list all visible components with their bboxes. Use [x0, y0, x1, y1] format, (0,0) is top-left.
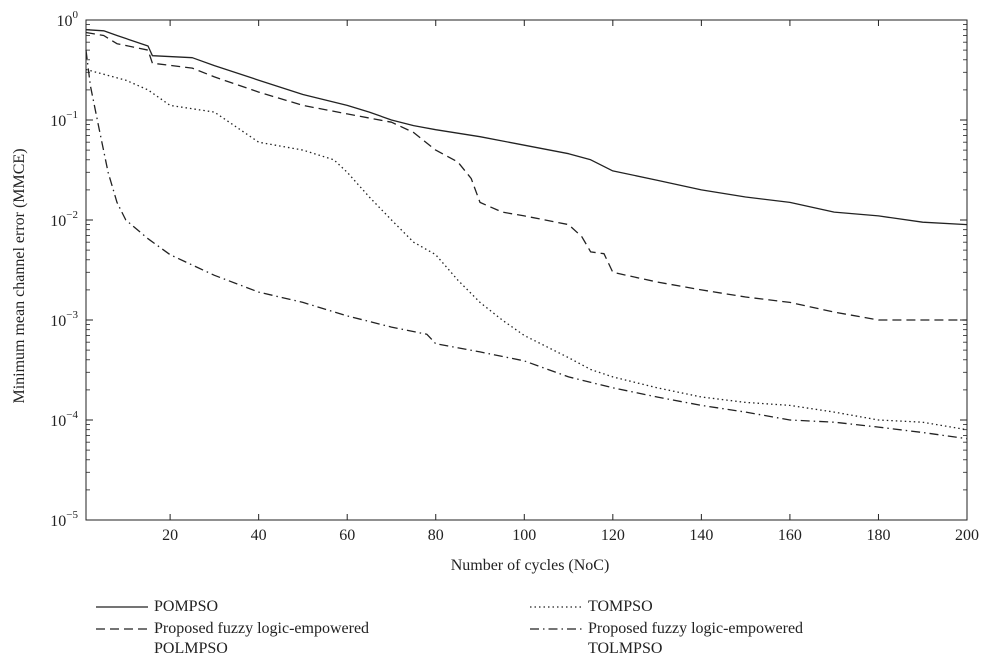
y-tick-label: 10−3 — [50, 309, 78, 330]
legend-label-line: Proposed fuzzy logic-empowered — [154, 620, 370, 637]
x-tick-label: 100 — [512, 527, 536, 544]
y-axis-label: Minimum mean channel error (MMCE) — [11, 148, 28, 403]
x-tick-label: 80 — [428, 527, 444, 544]
ticks-layer: 20 40 60 80 100 120 140 160 180 200 100 10−1 10−2 10−… — [50, 9, 979, 544]
y-tick-label: 10−4 — [50, 409, 78, 430]
legend-label-line: POMPSO — [154, 598, 219, 615]
line-chart: 20 40 60 80 100 120 140 160 180 200 100 10−1 10−2 10−… — [11, 9, 979, 574]
x-tick-label: 200 — [955, 527, 979, 544]
x-tick-label: 40 — [251, 527, 267, 544]
series-line-dotted — [85, 68, 968, 431]
x-axis-label: Number of cycles (NoC) — [451, 557, 610, 574]
legend-swatch-dotted — [530, 606, 582, 608]
x-tick-label: 120 — [601, 527, 625, 544]
legend-label-line: TOLMPSO — [588, 640, 663, 657]
legend-swatch-solid — [96, 606, 148, 608]
x-tick-label: 180 — [866, 527, 890, 544]
y-tick-label: 10−5 — [50, 509, 78, 530]
legend-label-line: TOMPSO — [588, 598, 653, 615]
y-tick-label: 10−2 — [50, 209, 78, 230]
legend-label: TOMPSO — [588, 597, 653, 617]
y-tick-label: 100 — [57, 9, 79, 30]
series-line-dashdot — [85, 50, 968, 440]
x-tick-label: 20 — [162, 527, 178, 544]
x-tick-label: 140 — [689, 527, 713, 544]
legend-label: POMPSO — [154, 597, 218, 617]
x-tick-label: 160 — [778, 527, 802, 544]
legend-label-line: Proposed fuzzy logic-empowered — [588, 620, 804, 637]
series-line-solid — [85, 29, 968, 226]
x-tick-label: 60 — [339, 527, 355, 544]
legend-swatch-dashdot — [530, 628, 582, 630]
legend-label: Proposed fuzzy logic-empowered POLMPSO — [154, 619, 369, 659]
plot-border — [85, 19, 968, 521]
y-tick-label: 10−1 — [50, 109, 78, 130]
legend-label: Proposed fuzzy logic-empowered TOLMPSO — [588, 619, 803, 659]
legend-swatch-dashed — [96, 628, 148, 630]
series-line-dashed — [85, 31, 967, 321]
series-layer — [85, 29, 968, 440]
plot-frame — [85, 19, 968, 521]
legend-label-line: POLMPSO — [154, 640, 228, 657]
